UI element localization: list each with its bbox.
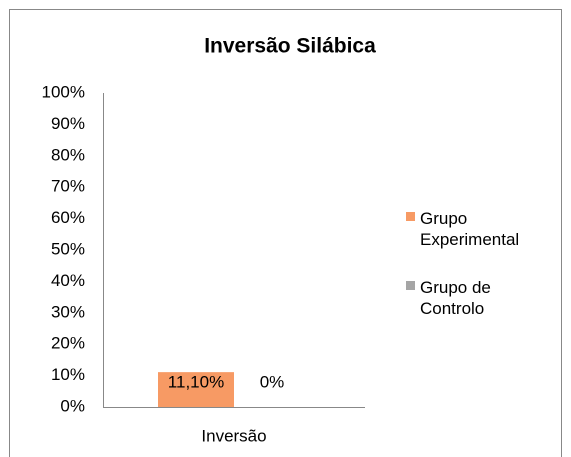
chart-title: Inversão Silábica	[204, 35, 376, 58]
x-tick-label: Inversão	[201, 426, 266, 445]
bar	[158, 372, 234, 407]
y-tick-label: 100%	[42, 82, 85, 101]
y-tick-label: 80%	[51, 145, 85, 164]
chart-border	[9, 9, 562, 457]
data-label: 11,10%	[168, 372, 224, 391]
y-tick-label: 50%	[51, 239, 85, 258]
y-tick-label: 40%	[51, 271, 85, 290]
legend-label: Grupo Experimental	[420, 209, 520, 249]
y-tick-label: 60%	[51, 208, 85, 227]
data-label: 0%	[260, 372, 285, 391]
y-tick-label: 0%	[60, 396, 85, 415]
y-tick-label: 20%	[51, 334, 85, 353]
legend-label: Grupo de Controlo	[420, 278, 491, 318]
legend-swatch	[406, 281, 415, 290]
y-tick-label: 70%	[51, 177, 85, 196]
y-tick-label: 90%	[51, 114, 85, 133]
legend-swatch	[406, 212, 415, 221]
y-tick-label: 30%	[51, 302, 85, 321]
y-tick-label: 10%	[51, 365, 85, 384]
